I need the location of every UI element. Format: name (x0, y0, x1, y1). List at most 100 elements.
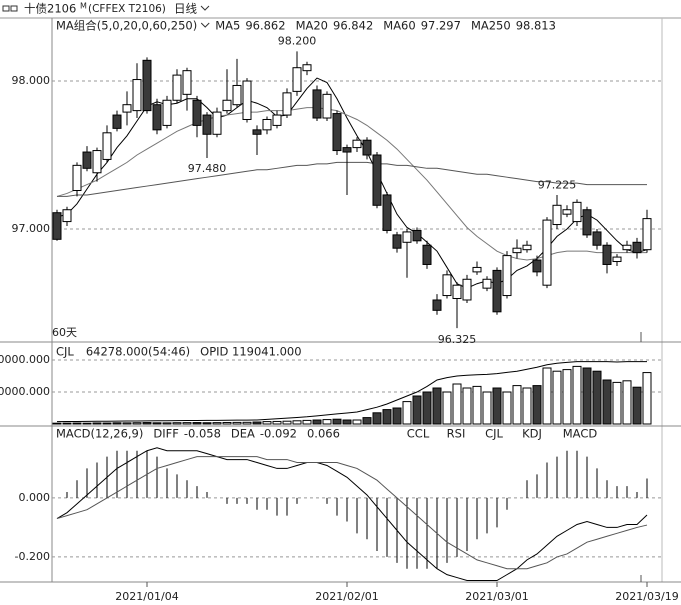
period[interactable]: 日线 (174, 2, 197, 16)
candle-body (332, 113, 342, 152)
symbol[interactable]: 十债2106 (24, 2, 76, 16)
candle-body (522, 244, 532, 251)
annotation: 97.225 (538, 179, 577, 192)
candle-body (392, 234, 402, 249)
x-tick-label: 2021/01/04 (115, 590, 178, 603)
ma-line (57, 161, 647, 197)
candle-body (272, 114, 282, 126)
candle-body (432, 299, 442, 311)
y-tick-label: 40000.000 (0, 385, 50, 398)
annotation: 97.480 (188, 162, 227, 175)
chart-title: MACD(12,26,9) (56, 427, 143, 441)
candle-body (312, 89, 322, 119)
volume-bar (312, 419, 322, 425)
candle-body (512, 247, 522, 254)
volume-bar (322, 419, 332, 425)
legend-value: 96.862 (245, 19, 285, 33)
candle-body (202, 114, 212, 135)
dropdown-arrow[interactable] (200, 5, 210, 11)
candle-body (612, 256, 622, 263)
volume-bar (162, 422, 172, 425)
volume-bar (212, 422, 222, 425)
volume-bar (122, 422, 132, 425)
candle-body (592, 231, 602, 246)
indicator-tab[interactable]: KDJ (522, 427, 542, 441)
icon (2, 5, 10, 12)
volume-bar (382, 409, 392, 425)
candle-body (252, 129, 262, 135)
legend-value: -0.058 (184, 427, 221, 441)
candle-body (212, 111, 222, 135)
volume-bar (522, 387, 532, 425)
volume-bar (222, 421, 232, 425)
volume-bar (592, 370, 602, 425)
volume-bar (582, 367, 592, 425)
volume-bar (552, 370, 562, 425)
volume-bar (92, 422, 102, 425)
candle-body (192, 99, 202, 126)
legend-value: -0.092 (260, 427, 297, 441)
candle-body (302, 64, 312, 72)
candle-body (442, 274, 452, 297)
indicator-tab[interactable]: CCL (407, 427, 430, 441)
volume-bar (432, 387, 442, 425)
volume-bar (532, 385, 542, 425)
toolbar: 十债2106 M (CFFEX T2106) 日线 (2, 2, 210, 16)
volume-bar (612, 381, 622, 425)
annotation: 98.200 (278, 34, 317, 47)
code: (CFFEX T2106) (88, 3, 166, 15)
y-tick-label: -0.200 (15, 550, 50, 563)
candle-body (262, 118, 272, 131)
volume-bar (352, 419, 362, 425)
volume-bar (442, 391, 452, 425)
candle-body (482, 278, 492, 289)
annotation: 96.325 (438, 333, 477, 346)
candle-body (282, 92, 292, 116)
y-tick-label: 98.000 (12, 74, 51, 87)
chart-title: MA组合(5,0,20,0,60,250) (56, 19, 197, 33)
superscript: M (80, 2, 87, 11)
indicator-info: 64278.000(54:46) (86, 345, 190, 359)
candle-body (532, 259, 542, 273)
candle-body (242, 80, 252, 120)
candle-body (502, 255, 512, 297)
volume-bar (602, 379, 612, 425)
volume-bar (512, 385, 522, 425)
legend-name: MA20 (296, 19, 328, 33)
candle-body (632, 241, 642, 254)
volume-bar (302, 419, 312, 425)
dropdown-arrow[interactable] (200, 22, 210, 28)
volume-bar (482, 391, 492, 425)
indicator-tab[interactable]: MACD (563, 427, 598, 441)
volume-bar (102, 422, 112, 425)
volume-bar (372, 412, 382, 425)
opid-line (56, 361, 647, 423)
volume-bar (392, 407, 402, 425)
volume-bar (402, 401, 412, 425)
candle-body (602, 244, 612, 265)
volume-bar (182, 422, 192, 425)
volume-bar (282, 420, 292, 425)
candle-body (492, 269, 502, 313)
candle-body (182, 70, 192, 95)
volume-bar (262, 421, 272, 425)
volume-bar (342, 419, 352, 425)
volume-bar (202, 422, 212, 425)
volume-bar (492, 387, 502, 425)
volume-bar (472, 385, 482, 425)
indicator-tab[interactable]: RSI (447, 427, 466, 441)
indicator-tab[interactable]: CJL (485, 427, 503, 441)
legend-name: MA5 (215, 19, 240, 33)
legend-name: MA60 (383, 19, 415, 33)
volume-bar (112, 422, 122, 425)
volume-bar (172, 422, 182, 425)
volume-bar (132, 422, 142, 425)
candle-body (582, 209, 592, 236)
x-tick-label: 2021/02/01 (315, 590, 378, 603)
candle-body (152, 104, 162, 131)
candle-body (372, 154, 382, 206)
candle-body (362, 139, 372, 156)
candle-body (92, 150, 102, 174)
